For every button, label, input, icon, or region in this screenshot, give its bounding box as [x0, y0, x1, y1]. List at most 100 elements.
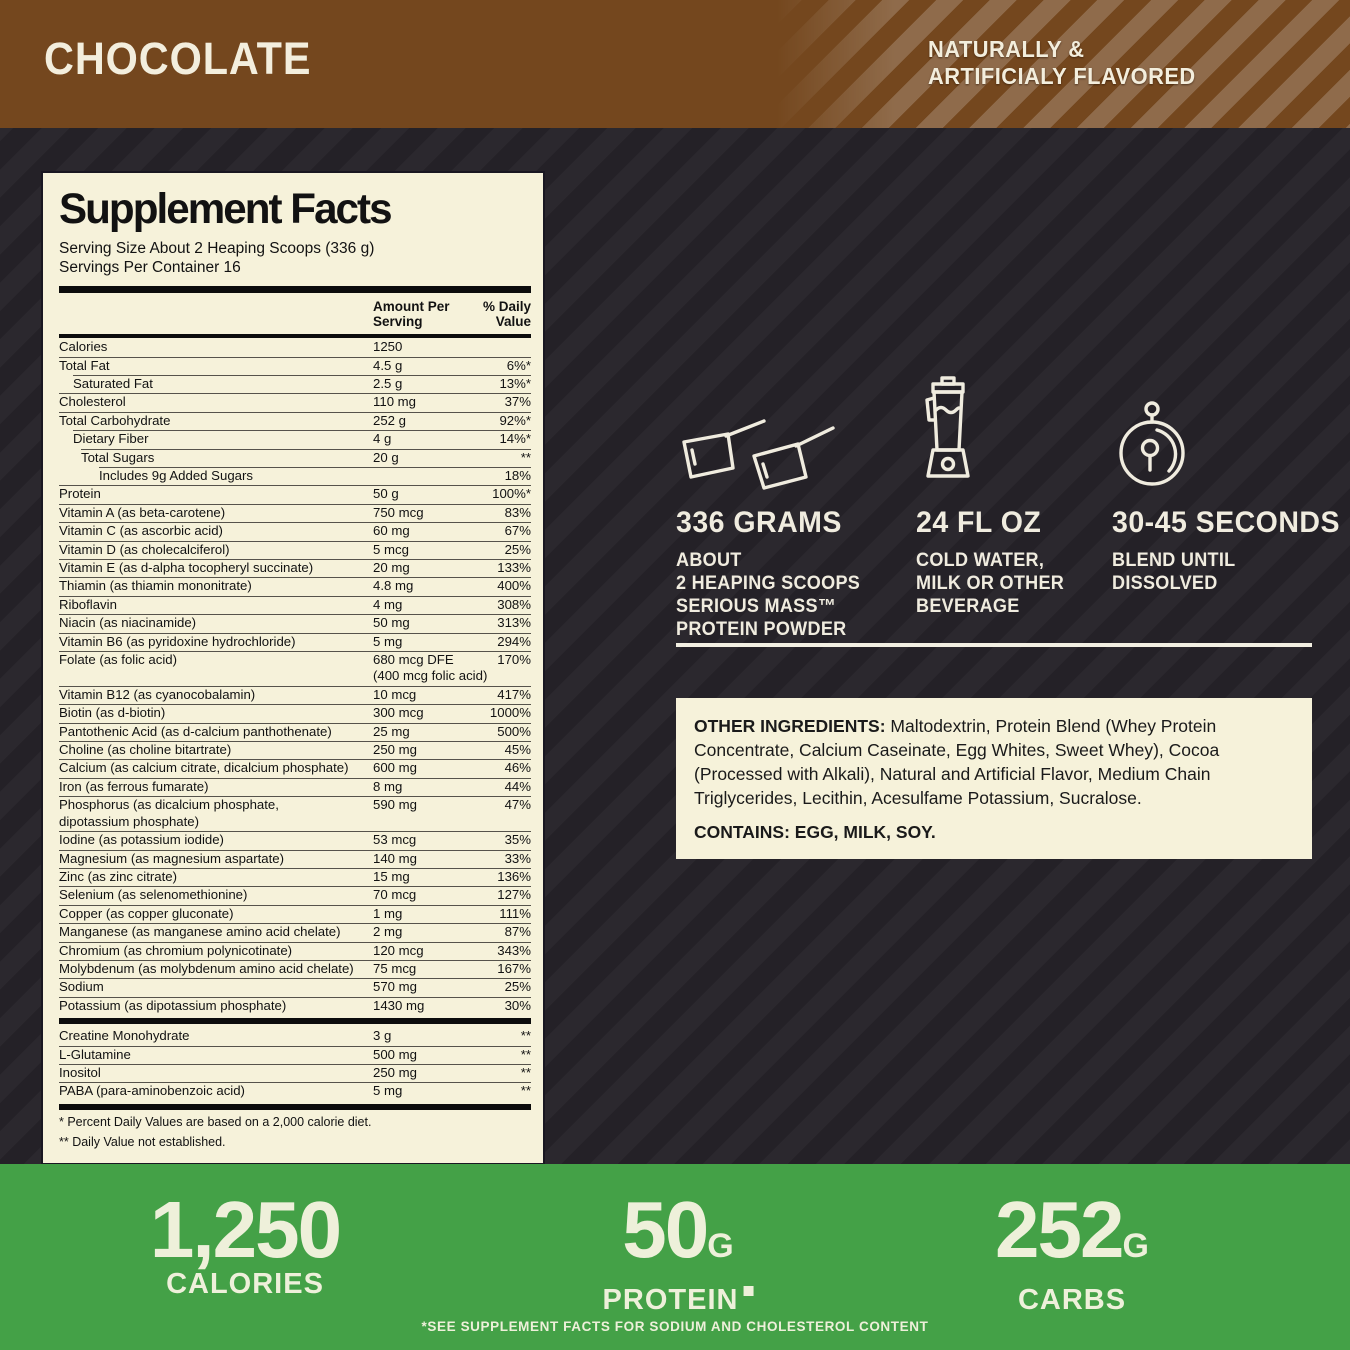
- nutrient-name: Riboflavin: [59, 596, 117, 612]
- nutrient-name: Saturated Fat: [73, 375, 153, 391]
- fact-row: Total Fat 4.5 g 6%*: [59, 356, 531, 375]
- nutrient-amount: 5 mg: [373, 633, 403, 649]
- column-headers: Amount Per Serving % Daily Value: [59, 293, 531, 334]
- nutrient-name: Total Carbohydrate: [59, 412, 171, 428]
- nutrient-name: Total Sugars: [81, 449, 155, 465]
- nutrient-daily-value: [473, 339, 531, 355]
- contains-statement: CONTAINS: EGG, MILK, SOY.: [694, 822, 936, 842]
- nutrient-daily-value: 127%: [497, 887, 531, 903]
- nutrient-name: Vitamin D (as cholecalciferol): [59, 541, 230, 557]
- nutrient-daily-value: 14%*: [499, 431, 531, 447]
- nutrient-amount: 53 mcg: [373, 832, 417, 848]
- nutrient-rows-extra: Creatine Monohydrate 3 g ** L-Glutamine 500 …: [59, 1027, 531, 1101]
- nutrient-daily-value: 133%: [497, 560, 531, 576]
- nutrient-amount: 4 g: [373, 431, 392, 447]
- nutrient-amount: 252 g: [373, 412, 407, 428]
- nutrient-daily-value: 417%: [497, 686, 531, 702]
- step-headline: 30-45 SECONDS: [1112, 506, 1340, 539]
- macro-calories: 1,250 CALORIES: [150, 1188, 342, 1301]
- nutrient-amount: 75 mcg: [373, 960, 417, 976]
- fact-row: Molybdenum (as molybdenum amino acid che…: [59, 959, 531, 978]
- fact-row: Calories 1250: [59, 338, 531, 356]
- dv-column-header: % Daily Value: [482, 299, 531, 330]
- nutrient-daily-value: 136%: [497, 868, 531, 884]
- fact-row: Niacin (as niacinamide) 50 mg 313%: [59, 614, 531, 632]
- fact-row: Zinc (as zinc citrate) 15 mg 136%: [59, 867, 531, 886]
- flavor-note: NATURALLY & ARTIFICIALY FLAVORED: [928, 36, 1196, 90]
- carbs-unit: G: [1122, 1227, 1149, 1265]
- flavor-banner: CHOCOLATE NATURALLY & ARTIFICIALY FLAVOR…: [0, 0, 1350, 128]
- nutrient-amount: 500 mg: [373, 1046, 417, 1062]
- fact-row: Includes 9g Added Sugars 18%: [59, 466, 531, 485]
- nutrient-amount: 2 mg: [373, 924, 403, 940]
- nutrient-amount: 570 mg: [373, 979, 417, 995]
- direction-step-blender: 24 FL OZ COLD WATER, MILK OR OTHER BEVER…: [916, 376, 1131, 618]
- fact-row: Iron (as ferrous fumarate) 8 mg 44%: [59, 777, 531, 796]
- nutrient-name: Potassium (as dipotassium phosphate): [59, 997, 287, 1013]
- fact-row: Cholesterol 110 mg 37%: [59, 393, 531, 411]
- other-ingredients-text: OTHER INGREDIENTS: Maltodextrin, Protein…: [694, 716, 1220, 808]
- nutrient-daily-value: 343%: [497, 942, 531, 958]
- fact-row: Folate (as folic acid) 680 mcg DFE (400 mc…: [59, 651, 531, 686]
- fact-row: Protein 50 g 100%*: [59, 485, 531, 503]
- macro-protein: 50G PROTEIN: [603, 1188, 754, 1317]
- macro-carbs: 252G CARBS: [995, 1188, 1149, 1317]
- nutrient-daily-value: 83%: [504, 504, 531, 520]
- fact-row: Vitamin B12 (as cyanocobalamin) 10 mcg 417…: [59, 685, 531, 704]
- nutrient-amount: 590 mg: [373, 797, 417, 813]
- nutrient-name: Cholesterol: [59, 394, 126, 410]
- fact-row: Copper (as copper gluconate) 1 mg 111%: [59, 904, 531, 923]
- nutrient-daily-value: 25%: [504, 979, 531, 995]
- fact-row: Thiamin (as thiamin mononitrate) 4.8 mg 40…: [59, 577, 531, 595]
- nutrient-amount: 20 mg: [373, 560, 410, 576]
- nutrient-name: Folate (as folic acid): [59, 652, 177, 668]
- nutrient-name: Manganese (as manganese amino acid chela…: [59, 924, 341, 940]
- nutrient-daily-value: 13%*: [499, 375, 531, 391]
- protein-label: PROTEIN: [602, 1284, 739, 1316]
- nutrient-name: Phosphorus (as dicalcium phosphate, dipot…: [59, 797, 279, 829]
- nutrient-name: Iron (as ferrous fumarate): [59, 778, 209, 794]
- nutrient-daily-value: **: [520, 1083, 531, 1099]
- nutrient-name: Vitamin B12 (as cyanocobalamin): [59, 686, 256, 702]
- section-divider-line: [676, 643, 1312, 647]
- nutrient-amount: 20 g: [373, 449, 399, 465]
- carbs-value: 252: [995, 1185, 1124, 1274]
- nutrient-amount: 60 mg: [373, 523, 410, 539]
- nutrient-daily-value: 111%: [499, 905, 531, 921]
- nutrient-daily-value: 18%: [504, 467, 531, 483]
- nutrient-daily-value: 167%: [497, 960, 531, 976]
- direction-step-scoops: 336 GRAMS ABOUT 2 HEAPING SCOOPS SERIOUS…: [676, 378, 914, 641]
- flavor-note-line1: NATURALLY &: [928, 36, 1085, 62]
- nutrient-name: Total Fat: [59, 357, 110, 373]
- fact-row: Vitamin D (as cholecalciferol) 5 mcg 25%: [59, 540, 531, 559]
- nutrient-daily-value: **: [520, 1046, 531, 1062]
- fact-row: Vitamin B6 (as pyridoxine hydrochloride)…: [59, 632, 531, 651]
- nutrient-amount: 250 mg: [373, 1064, 417, 1080]
- fact-row: Magnesium (as magnesium aspartate) 140 mg…: [59, 849, 531, 868]
- nutrient-name: Calcium (as calcium citrate, dicalcium p…: [59, 760, 349, 776]
- nutrient-daily-value: 67%: [504, 523, 531, 539]
- nutrient-amount: 680 mcg DFE (400 mcg folic acid): [373, 652, 488, 684]
- fact-row: Choline (as choline bitartrate) 250 mg 45%: [59, 741, 531, 759]
- nutrient-amount: 250 mg: [373, 742, 417, 758]
- nutrient-name: Zinc (as zinc citrate): [59, 868, 177, 884]
- nutrient-name: Vitamin B6 (as pyridoxine hydrochloride): [59, 633, 296, 649]
- nutrient-name: Calories: [59, 339, 108, 355]
- fact-row: Total Carbohydrate 252 g 92%*: [59, 411, 531, 430]
- nutrient-name: Niacin (as niacinamide): [59, 615, 197, 631]
- divider-bar-thick: [59, 1103, 531, 1110]
- divider-bar-thick: [59, 1018, 531, 1025]
- nutrient-name: Includes 9g Added Sugars: [99, 467, 253, 483]
- carbs-label: CARBS: [1017, 1284, 1127, 1316]
- servings-per-container: Servings Per Container 16: [59, 259, 241, 277]
- nutrient-amount: 750 mcg: [373, 504, 424, 520]
- fact-row: Vitamin E (as d-alpha tocopheryl succina…: [59, 559, 531, 577]
- nutrient-amount: 10 mcg: [373, 686, 417, 702]
- fact-row: L-Glutamine 500 mg **: [59, 1045, 531, 1064]
- nutrient-amount: 50 mg: [373, 615, 410, 631]
- nutrient-amount: 25 mg: [373, 723, 410, 739]
- fact-row: Total Sugars 20 g **: [59, 448, 531, 467]
- nutrient-name: Sodium: [59, 979, 104, 995]
- nutrient-daily-value: **: [520, 1064, 531, 1080]
